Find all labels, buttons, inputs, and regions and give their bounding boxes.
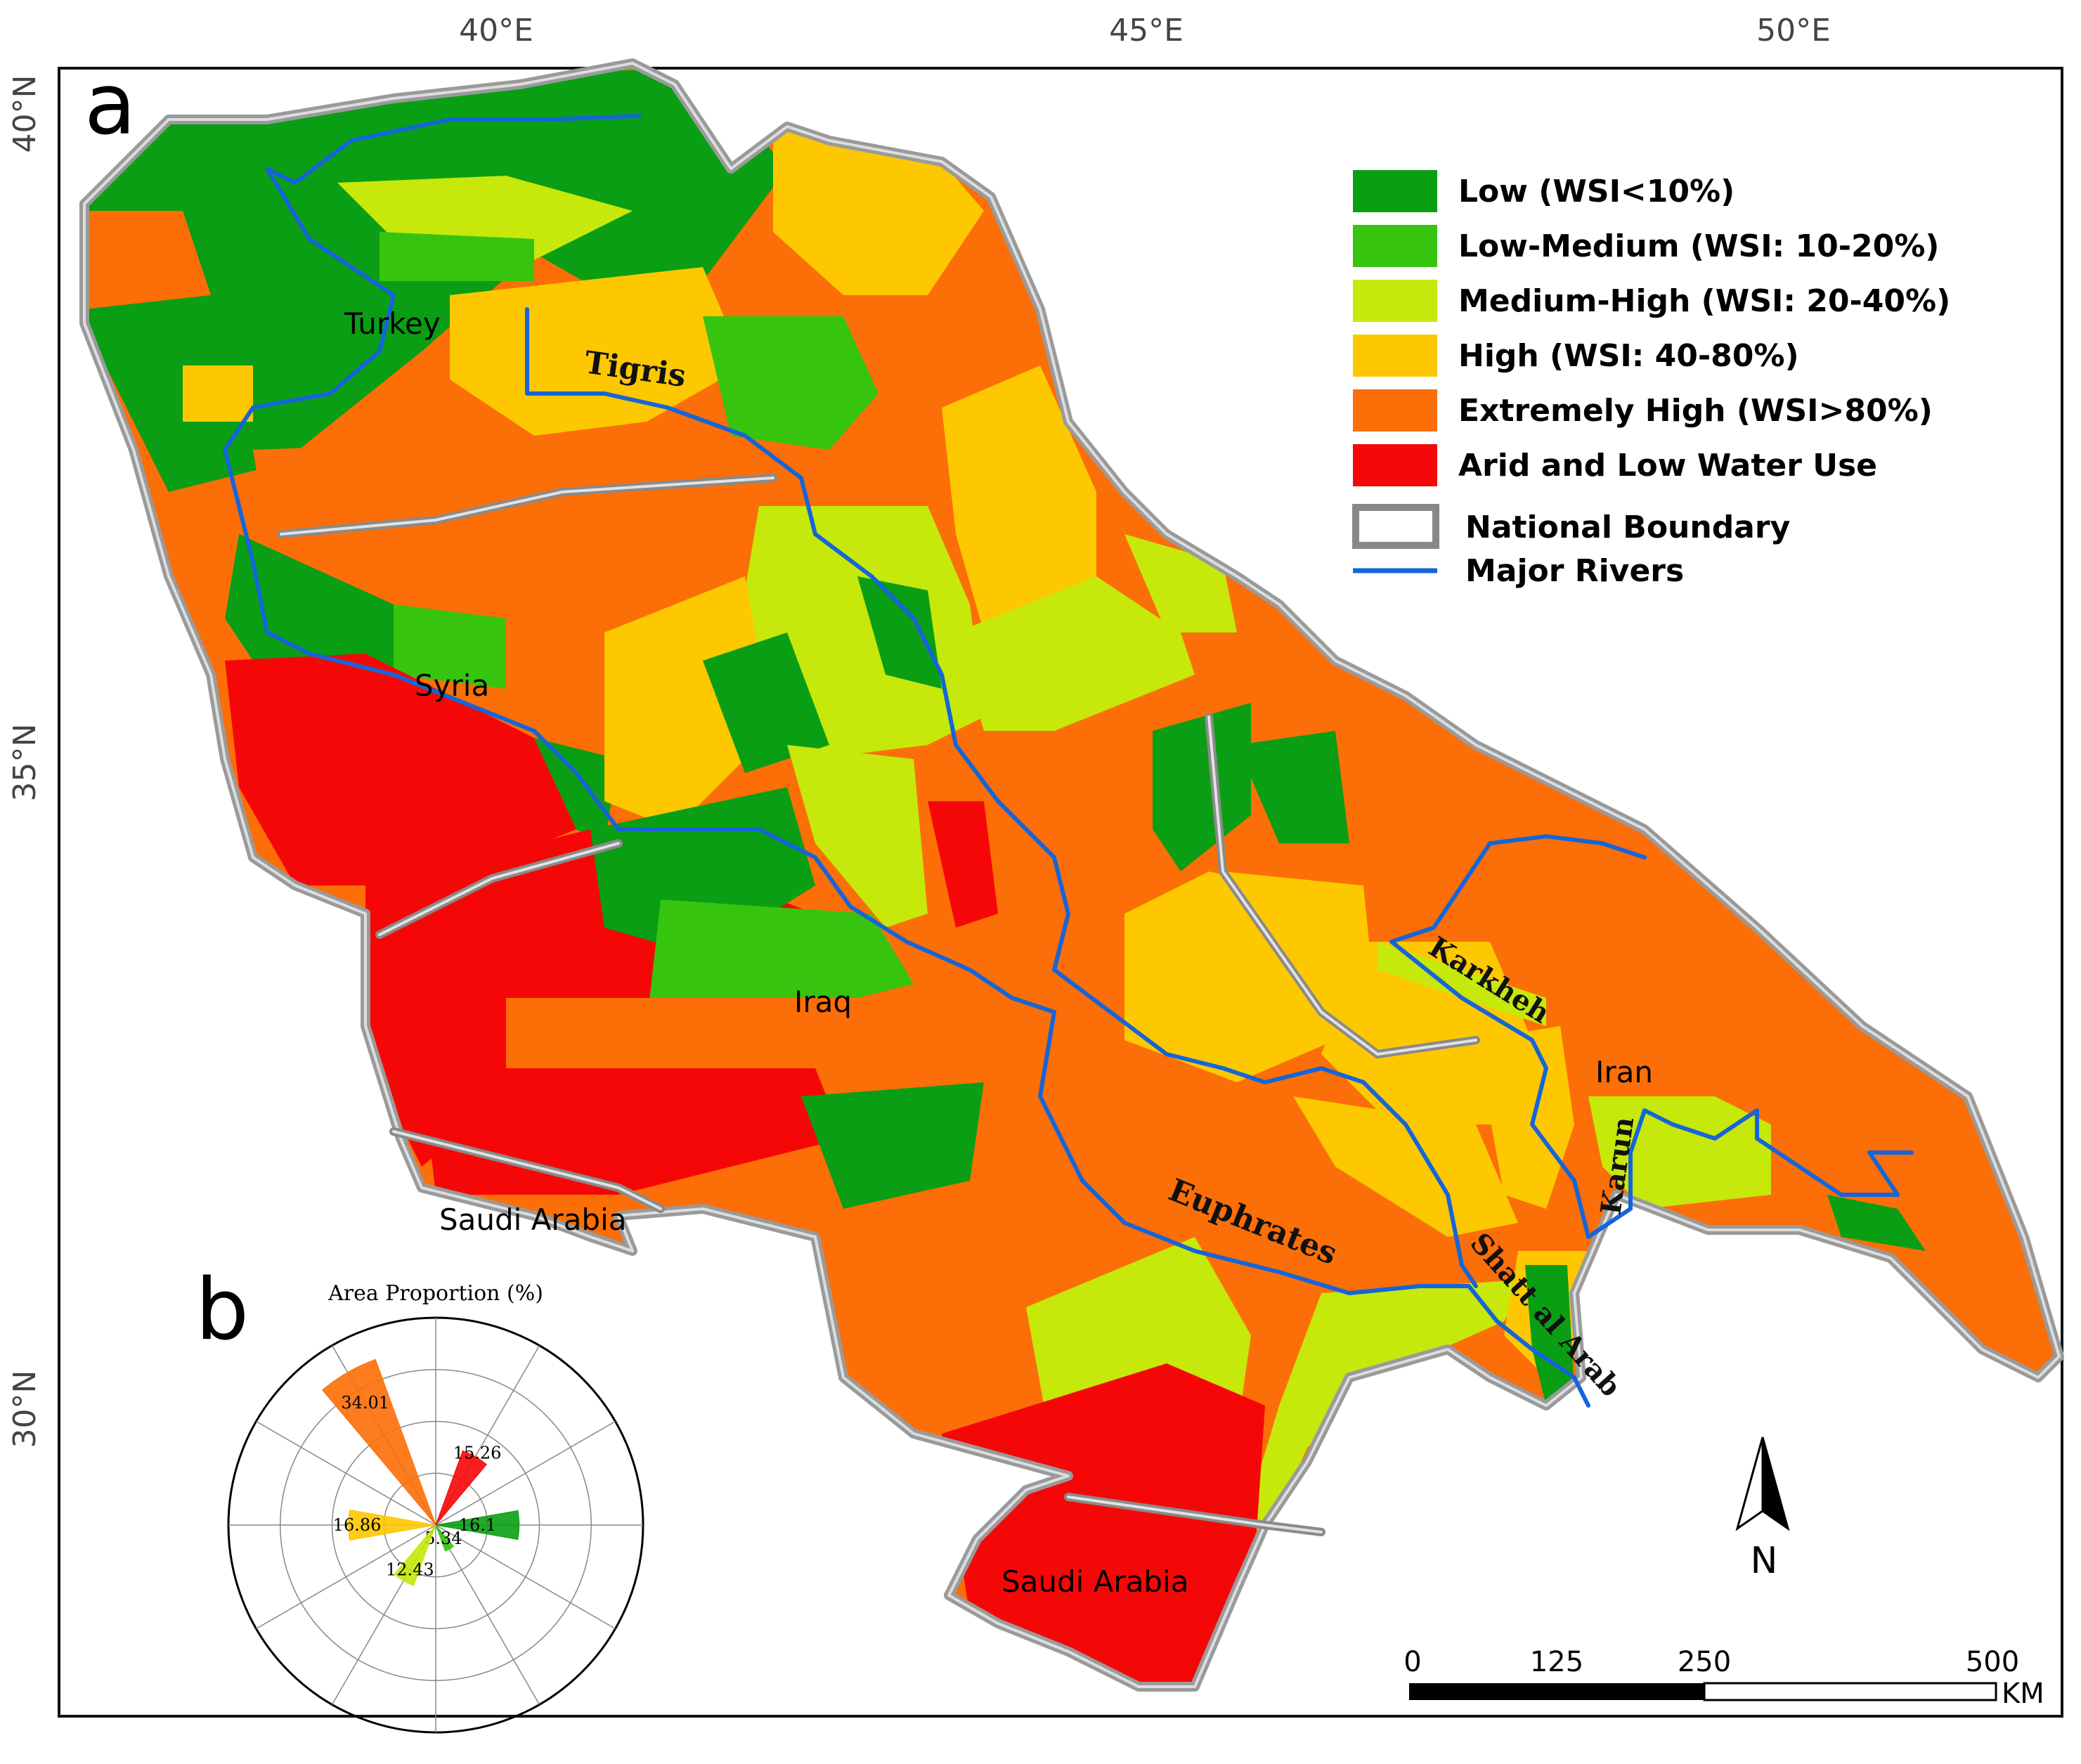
karkheh-river bbox=[1389, 834, 1647, 1239]
legend-label-4: Extremely High (WSI>80%) bbox=[1458, 393, 1933, 429]
polar-value-label-2: 12.43 bbox=[386, 1560, 434, 1580]
country-label-turkey: Turkey bbox=[344, 306, 441, 341]
scale-tick-250: 250 bbox=[1678, 1646, 1731, 1678]
country-label-saudi-arabia-south: Saudi Arabia bbox=[1001, 1564, 1189, 1599]
lon-label-50: 50°E bbox=[1756, 13, 1831, 48]
legend-river-label: Major Rivers bbox=[1465, 553, 1684, 589]
polar-bar-0 bbox=[435, 1510, 520, 1541]
scale-tick-125: 125 bbox=[1530, 1646, 1583, 1678]
karun-river bbox=[1586, 1108, 1914, 1239]
scale-tick-500: 500 bbox=[1966, 1646, 2019, 1678]
polar-chart: Area Proportion (%)16.15.3412.4316.8634.… bbox=[227, 1281, 644, 1734]
polar-grid-spoke bbox=[435, 1524, 616, 1630]
country-label-iran: Iran bbox=[1595, 1055, 1653, 1089]
major-rivers bbox=[223, 114, 1914, 1408]
polar-grid-spoke bbox=[435, 1524, 540, 1705]
tigris-river bbox=[525, 307, 1478, 1288]
legend-label-0: Low (WSI<10%) bbox=[1458, 174, 1735, 209]
legend-label-3: High (WSI: 40-80%) bbox=[1458, 338, 1799, 374]
legend-swatch-3 bbox=[1353, 335, 1437, 377]
legend-swatch-0 bbox=[1353, 170, 1437, 212]
scale-unit: KM bbox=[2002, 1678, 2044, 1710]
polar-bar-1 bbox=[435, 1524, 455, 1552]
legend-swatch-4 bbox=[1353, 389, 1437, 432]
legend-boundary-label: National Boundary bbox=[1465, 510, 1790, 545]
polar-grid-spoke bbox=[435, 1420, 616, 1526]
north-arrow-label: N bbox=[1751, 1540, 1778, 1582]
panel-label-b: b bbox=[195, 1262, 249, 1359]
country-label-syria: Syria bbox=[415, 668, 489, 703]
polar-bar-5 bbox=[435, 1450, 488, 1526]
scale-tick-0: 0 bbox=[1403, 1646, 1421, 1678]
polar-chart-title: Area Proportion (%) bbox=[328, 1281, 543, 1306]
polar-bar-3 bbox=[348, 1509, 436, 1541]
polar-bar-4 bbox=[322, 1358, 436, 1526]
lon-label-45: 45°E bbox=[1109, 13, 1184, 48]
lon-label-40: 40°E bbox=[459, 13, 533, 48]
scale-bar-black-segment bbox=[1409, 1683, 1704, 1700]
lat-label-30: 30°N bbox=[7, 1370, 43, 1448]
legend-label-2: Medium-High (WSI: 20-40%) bbox=[1458, 283, 1950, 319]
legend-label-1: Low-Medium (WSI: 10-20%) bbox=[1458, 228, 1939, 264]
legend-boundary-swatch bbox=[1352, 504, 1439, 549]
scale-bar-white-segment bbox=[1703, 1682, 1997, 1701]
polar-grid-spoke bbox=[256, 1420, 436, 1526]
country-label-saudi-arabia-west: Saudi Arabia bbox=[439, 1202, 627, 1237]
polar-bar-2 bbox=[394, 1524, 436, 1586]
national-boundaries bbox=[277, 474, 1480, 1536]
polar-value-label-0: 16.1 bbox=[459, 1515, 496, 1535]
polar-value-label-3: 16.86 bbox=[333, 1515, 382, 1535]
polar-grid-spoke bbox=[256, 1524, 436, 1630]
euphrates-river bbox=[223, 114, 1471, 1295]
legend-swatch-1 bbox=[1353, 225, 1437, 267]
polar-value-label-4: 34.01 bbox=[341, 1393, 389, 1413]
lat-label-40: 40°N bbox=[7, 75, 43, 153]
scale-bar: 0 125 250 500 KM bbox=[1403, 1646, 2044, 1710]
legend-swatch-5 bbox=[1353, 444, 1437, 486]
legend: Low (WSI<10%) Low-Medium (WSI: 10-20%) Med… bbox=[1352, 170, 1950, 589]
panel-label-a: a bbox=[84, 56, 136, 154]
polar-value-label-5: 15.26 bbox=[453, 1444, 502, 1463]
shatt-al-arab-river bbox=[1467, 1284, 1590, 1408]
country-label-iraq: Iraq bbox=[794, 985, 852, 1019]
legend-label-5: Arid and Low Water Use bbox=[1458, 448, 1877, 484]
north-arrow-icon: N bbox=[1735, 1437, 1790, 1582]
legend-swatch-2 bbox=[1353, 280, 1437, 322]
lat-label-35: 35°N bbox=[7, 724, 43, 802]
